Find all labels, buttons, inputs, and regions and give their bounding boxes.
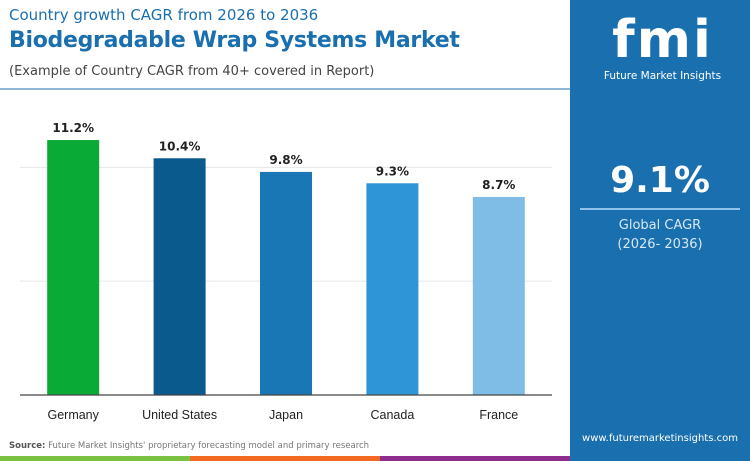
x-tick-label: Canada <box>371 408 415 422</box>
bar-united-states <box>153 158 206 395</box>
x-tick-label: Japan <box>269 408 303 422</box>
website-url[interactable]: www.futuremarketinsights.com <box>582 433 738 444</box>
color-stripe <box>0 456 570 461</box>
data-label: 9.3% <box>376 164 409 178</box>
logo-mark: fmi <box>612 10 713 70</box>
sidebar: fmi Future Market Insights 9.1% Global C… <box>570 0 750 461</box>
x-tick-label: Germany <box>47 408 99 422</box>
fmi-logo: fmi Future Market Insights <box>600 10 725 82</box>
source-note: Source: Future Market Insights' propriet… <box>9 441 369 451</box>
source-text: Future Market Insights' proprietary fore… <box>45 441 370 451</box>
bar-france <box>472 196 525 395</box>
bar-japan <box>260 171 312 395</box>
chart-subtitle: Country growth CAGR from 2026 to 2036 <box>9 6 319 24</box>
source-label: Source: <box>9 441 46 451</box>
data-label: 10.4% <box>159 139 201 153</box>
x-tick-label: France <box>479 408 518 422</box>
bar-canada <box>366 183 419 395</box>
stripe-green <box>0 456 190 461</box>
chart-title: Biodegradable Wrap Systems Market <box>9 28 460 53</box>
data-label: 8.7% <box>482 178 515 192</box>
cagr-divider <box>580 208 740 210</box>
global-cagr-label: Global CAGR <box>618 218 702 233</box>
stripe-purple <box>380 456 570 461</box>
stripe-orange <box>190 456 380 461</box>
data-label: 9.8% <box>269 153 302 167</box>
global-cagr-value: 9.1% <box>610 160 710 201</box>
x-tick-label: United States <box>142 408 217 422</box>
chart-note: (Example of Country CAGR from 40+ covere… <box>9 64 375 79</box>
bar-germany <box>47 140 100 395</box>
bar-chart: 11.2% Germany 10.4% United States 9.8% Japan 9… <box>20 121 552 422</box>
data-label: 11.2% <box>52 121 94 135</box>
global-cagr-period: (2026- 2036) <box>617 237 703 252</box>
header-divider <box>0 88 570 90</box>
logo-brand: Future Market Insights <box>603 70 722 82</box>
